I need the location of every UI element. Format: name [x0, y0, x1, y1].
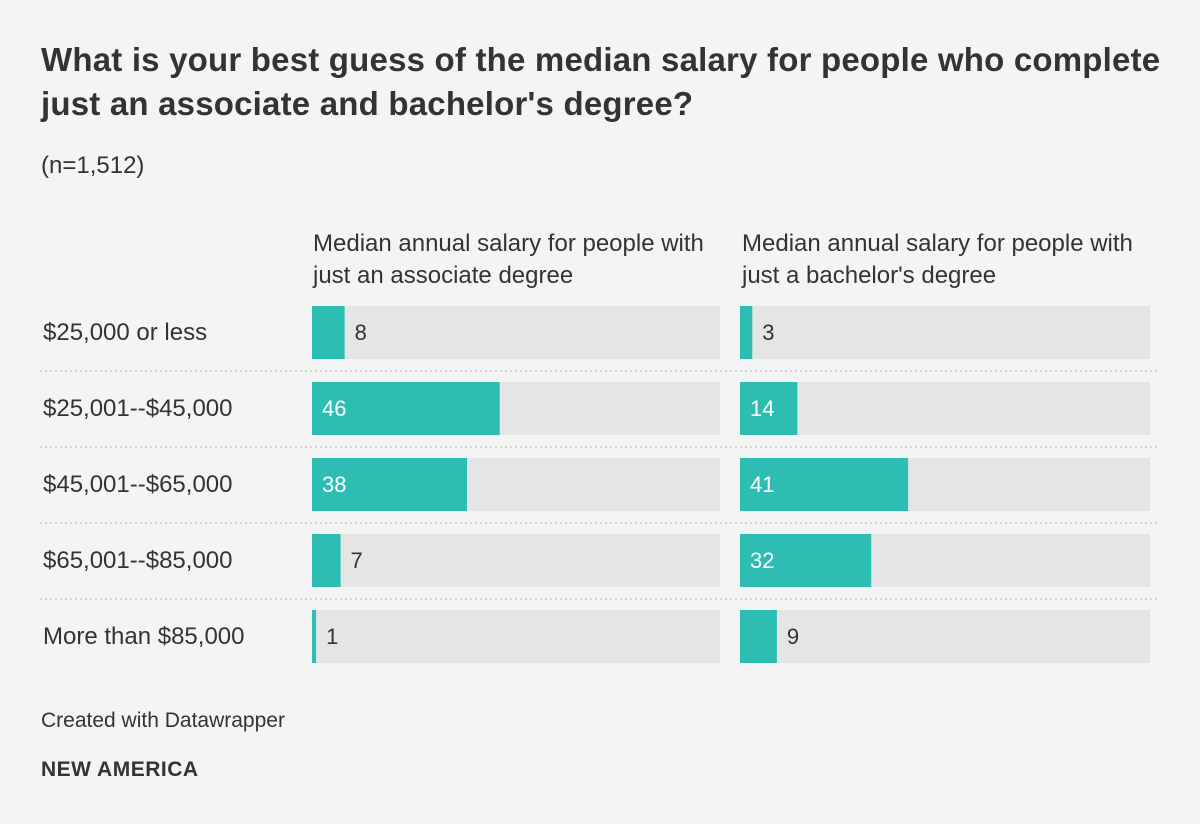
bar [740, 534, 872, 587]
value-label: 14 [750, 396, 774, 421]
bar [740, 610, 777, 663]
bar [312, 610, 317, 663]
bar-track [312, 534, 720, 587]
bar [312, 382, 500, 435]
bar-track [740, 306, 1150, 359]
bar-track [312, 610, 720, 663]
footer-brand: NEW AMERICA [41, 758, 199, 781]
bar [312, 458, 468, 511]
bar-track [740, 610, 1150, 663]
value-label: 38 [322, 472, 346, 497]
value-label: 9 [787, 624, 799, 649]
value-label: 8 [355, 320, 367, 345]
category-label: $25,001--$45,000 [43, 395, 233, 422]
footer-credit[interactable]: Created with Datawrapper [41, 709, 285, 732]
bar [740, 306, 753, 359]
chart-subtitle: (n=1,512) [41, 152, 145, 179]
category-label: More than $85,000 [43, 623, 244, 650]
category-label: $25,000 or less [43, 319, 207, 346]
column-header-associate: Median annual salary for people with jus… [313, 230, 704, 289]
bar [740, 458, 909, 511]
value-label: 3 [762, 320, 774, 345]
value-label: 1 [326, 624, 338, 649]
category-label: $45,001--$65,000 [43, 471, 233, 498]
column-header-bachelor: Median annual salary for people with jus… [742, 230, 1133, 289]
bar-track [312, 306, 720, 359]
bar-track [740, 382, 1150, 435]
value-label: 41 [750, 472, 774, 497]
chart-title: What is your best guess of the median sa… [41, 41, 1161, 122]
category-label: $65,001--$85,000 [43, 547, 233, 574]
value-label: 46 [322, 396, 346, 421]
value-label: 32 [750, 548, 774, 573]
bar [312, 534, 341, 587]
bar [740, 382, 798, 435]
bar [312, 306, 345, 359]
value-label: 7 [351, 548, 363, 573]
